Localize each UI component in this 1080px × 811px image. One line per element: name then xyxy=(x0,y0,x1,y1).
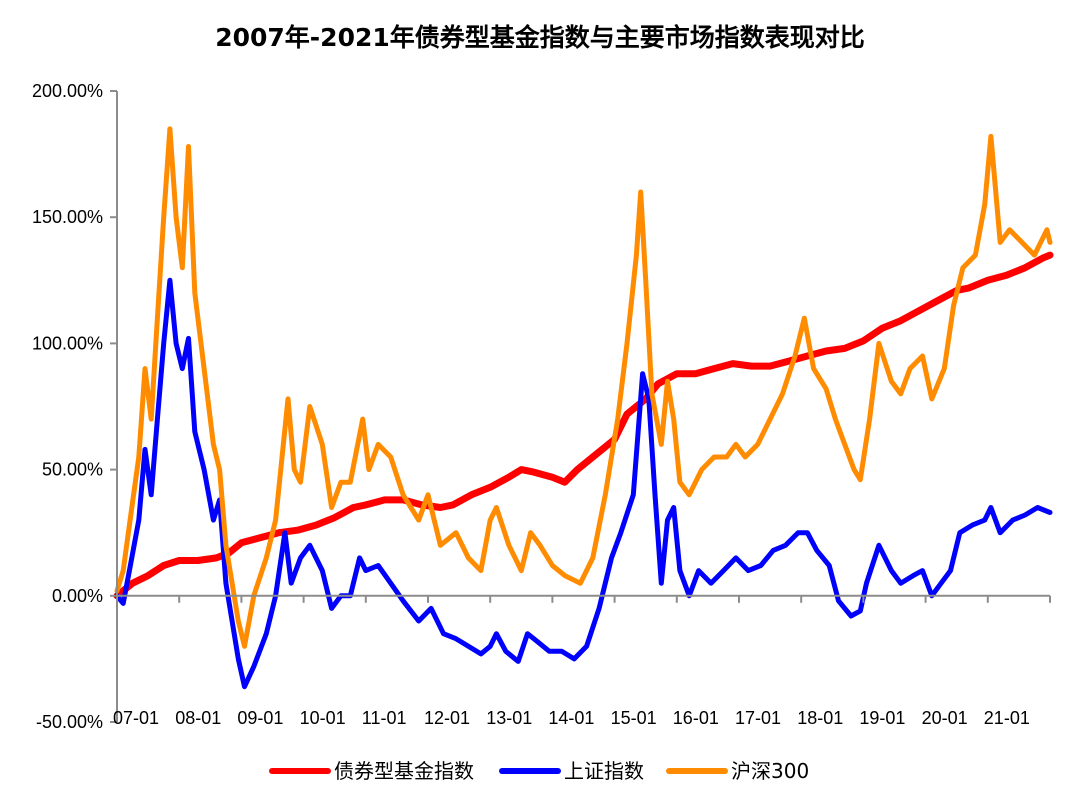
x-tick-label: 17-01 xyxy=(735,708,781,728)
x-tick-label: 10-01 xyxy=(300,708,346,728)
plot-lines xyxy=(113,126,1054,690)
y-tick-label: 100.00% xyxy=(32,333,103,353)
x-tick-label: 12-01 xyxy=(424,708,470,728)
x-tick-label: 19-01 xyxy=(859,708,905,728)
y-tick-label: 0.00% xyxy=(52,586,103,606)
x-tick-label: 11-01 xyxy=(362,708,407,728)
series-line-1 xyxy=(113,251,1054,600)
series-line-3 xyxy=(114,126,1053,649)
legend-label-2: 上证指数 xyxy=(564,759,644,783)
x-tick-label: 07-01 xyxy=(113,708,159,728)
x-tick-label: 21-01 xyxy=(984,708,1030,728)
y-tick-label: 150.00% xyxy=(32,207,103,227)
legend-label-1: 债券型基金指数 xyxy=(334,759,474,783)
x-tick-label: 08-01 xyxy=(175,708,221,728)
x-tick-label: 14-01 xyxy=(548,708,594,728)
y-tick-label: 50.00% xyxy=(42,460,103,480)
legend: 债券型基金指数 上证指数 沪深300 xyxy=(269,759,809,783)
axes: -50.00% 0.00% 50.00% 100.00% 150.00% 200.00% 0… xyxy=(32,81,1051,732)
x-tick-label: 18-01 xyxy=(797,708,843,728)
y-tick-label: 200.00% xyxy=(32,81,103,101)
x-tick-label: 16-01 xyxy=(673,708,719,728)
legend-label-3: 沪深300 xyxy=(731,759,809,783)
y-tick-label: -50.00% xyxy=(36,712,103,732)
series-line-2 xyxy=(114,277,1053,690)
chart-title: 2007年-2021年债券型基金指数与主要市场指数表现对比 xyxy=(215,23,865,52)
x-tick-label: 09-01 xyxy=(237,708,283,728)
x-tick-label: 15-01 xyxy=(611,708,657,728)
x-tick-label: 13-01 xyxy=(486,708,532,728)
x-tick-label: 20-01 xyxy=(922,708,968,728)
